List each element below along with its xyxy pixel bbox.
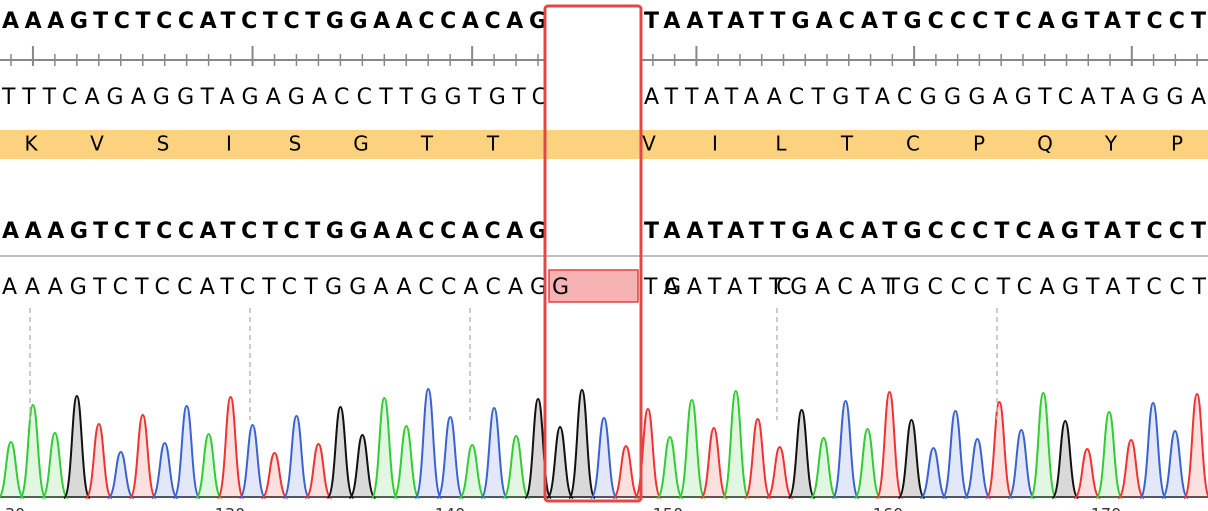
peak <box>853 427 882 499</box>
amino-acid: P <box>1171 132 1183 156</box>
peak <box>18 403 47 499</box>
peak <box>941 409 970 499</box>
amino-acid: T <box>486 132 500 156</box>
amino-acid: I <box>712 132 718 156</box>
complement-left: TTTCAGAGGTAGAGACCTTGGTGTC <box>1 85 547 110</box>
peak <box>1073 447 1102 499</box>
peak <box>40 431 69 499</box>
peak <box>655 435 684 499</box>
consensus-right: TAATATTGACATGCCCTCAGTATCCT <box>644 219 1206 244</box>
peak <box>480 406 509 499</box>
peak <box>502 434 531 499</box>
position-label: 140 <box>435 505 466 511</box>
peak <box>875 390 904 499</box>
position-label: 130 <box>215 505 246 511</box>
amino-acid: V <box>642 132 656 156</box>
peak <box>1139 401 1168 499</box>
amino-acid: K <box>24 132 38 156</box>
position-label: 30 <box>5 505 25 511</box>
peak <box>1117 438 1146 499</box>
peak <box>677 398 706 499</box>
peak <box>62 394 91 499</box>
peak <box>809 436 838 499</box>
peak <box>633 407 662 499</box>
amino-acid: S <box>289 132 302 156</box>
peak <box>743 417 772 499</box>
selection-box <box>543 4 643 503</box>
chromatogram <box>0 387 1208 499</box>
position-label: 150 <box>653 505 684 511</box>
peak <box>612 444 640 499</box>
position-label: 170 <box>1091 505 1122 511</box>
peak <box>1007 428 1036 499</box>
peak <box>436 415 465 499</box>
peak <box>590 416 618 499</box>
amino-acid: T <box>840 132 854 156</box>
complement-right: ATTATAACTGTACGGGAGTCATAGGA <box>644 85 1206 110</box>
amino-acid: V <box>90 132 104 156</box>
peak <box>172 404 201 499</box>
peak <box>414 387 443 499</box>
peak <box>1183 392 1208 499</box>
peak <box>546 425 575 499</box>
amino-acid: L <box>775 132 787 156</box>
peak <box>128 413 157 499</box>
peak <box>194 432 223 499</box>
amino-acid: S <box>157 132 170 156</box>
peak <box>282 414 311 499</box>
amino-acid: T <box>420 132 434 156</box>
peak <box>304 442 333 499</box>
peak <box>238 423 267 499</box>
peak <box>1161 429 1190 499</box>
peak <box>216 395 245 499</box>
peak <box>568 388 597 499</box>
peak <box>985 400 1014 499</box>
ruler <box>0 46 1208 66</box>
amino-acid: Y <box>1104 132 1118 156</box>
peak <box>787 408 816 499</box>
peak <box>260 451 289 499</box>
peak <box>699 426 728 499</box>
read-after: TAATATTGACATGCCCTCAGTATCCT <box>643 275 1207 300</box>
amino-acid: I <box>226 132 232 156</box>
amino-acid: Q <box>1037 132 1053 156</box>
consensus-left: AAAGTCTCCATCTCTGGAACCACAG <box>2 219 547 244</box>
peak <box>1029 391 1058 499</box>
translation-band <box>0 130 1208 159</box>
peak <box>84 422 113 499</box>
peak <box>348 433 377 499</box>
peak <box>721 389 750 499</box>
peak <box>392 424 421 499</box>
amino-acid: C <box>906 132 920 156</box>
insertion-highlight <box>548 269 639 303</box>
read-before: AAAGTCTCCATCTCTGGAACCACAG <box>2 275 547 300</box>
peak <box>1051 419 1080 499</box>
peak <box>150 441 179 499</box>
peak <box>458 443 487 499</box>
amino-acid: P <box>973 132 985 156</box>
amino-acid: G <box>353 132 369 156</box>
reference-left: AAAGTCTCCATCTCTGGAACCACAG <box>2 9 547 34</box>
peak <box>0 440 25 499</box>
peak <box>831 399 860 499</box>
peak <box>897 418 926 499</box>
peak <box>107 450 135 499</box>
peak <box>963 437 992 499</box>
peak <box>765 445 794 499</box>
positions: 30 130 140 150 160 170 <box>5 308 1121 511</box>
peak <box>919 446 948 499</box>
reference-right: TAATATTGACATGCCCTCAGTATCCT <box>644 9 1206 34</box>
peak <box>370 396 399 499</box>
peak <box>524 397 553 499</box>
peak <box>1095 410 1124 499</box>
peak <box>326 405 355 499</box>
position-label: 160 <box>873 505 904 511</box>
